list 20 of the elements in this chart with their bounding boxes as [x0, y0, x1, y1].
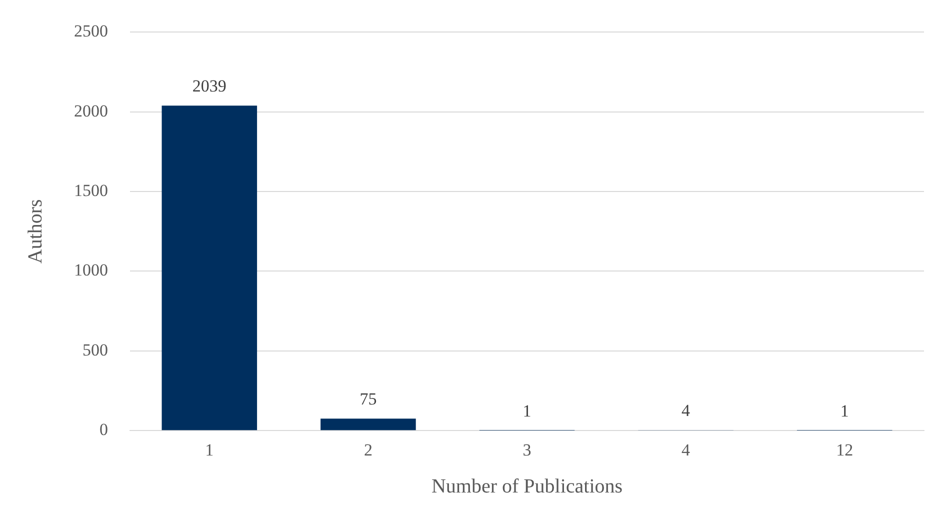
y-tick-label: 1000: [74, 260, 108, 280]
data-label: 1: [840, 401, 849, 420]
x-tick-label: 1: [205, 440, 214, 460]
data-label: 4: [682, 400, 691, 420]
x-tick-label: 4: [682, 440, 691, 460]
y-tick-label: 1500: [74, 181, 108, 200]
y-tick-label: 0: [100, 420, 108, 440]
x-tick-label: 2: [364, 440, 372, 460]
x-axis-title: Number of Publications: [431, 475, 623, 498]
y-tick-label: 2500: [74, 22, 108, 41]
y-axis-title: Authors: [24, 198, 46, 264]
y-tick-label: 2000: [74, 101, 108, 120]
x-tick-label: 3: [522, 440, 532, 460]
y-tick-label: 500: [82, 340, 108, 360]
bar: [162, 106, 258, 430]
data-label: 1: [522, 401, 532, 420]
data-label: 75: [360, 390, 377, 409]
x-tick-label: 12: [836, 440, 854, 460]
bar: [320, 418, 416, 430]
data-label: 2039: [192, 76, 226, 96]
